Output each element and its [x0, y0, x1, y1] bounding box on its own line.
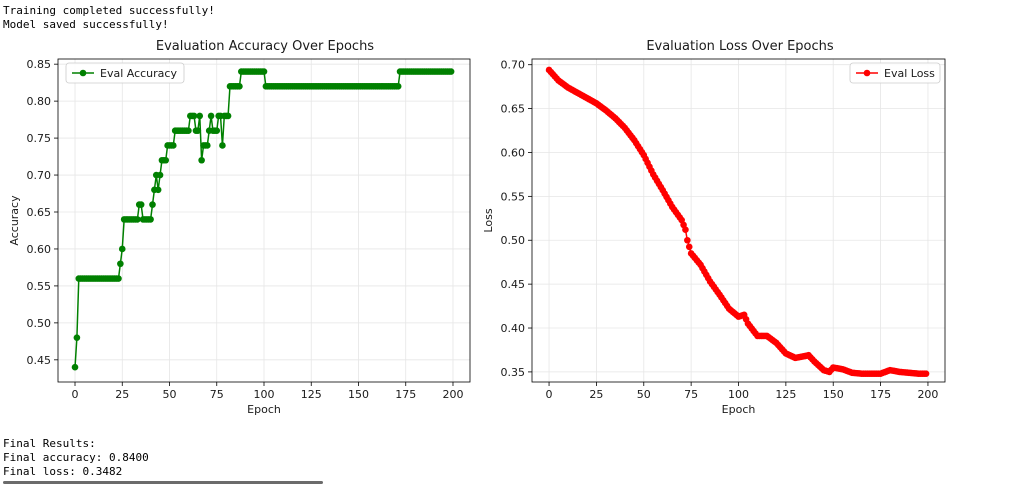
data-point — [115, 275, 122, 282]
data-point — [185, 127, 192, 134]
data-point — [236, 83, 243, 90]
y-tick-label: 0.50 — [27, 317, 52, 330]
series-markers — [545, 66, 930, 377]
x-tick-label: 50 — [637, 388, 651, 401]
x-tick-label: 175 — [870, 388, 891, 401]
data-point — [162, 156, 170, 164]
data-point — [169, 142, 177, 149]
console-line: Final loss: 0.3482 — [3, 465, 123, 478]
data-point — [260, 68, 268, 75]
console-output-bottom: Final Results: Final accuracy: 0.8400 Fi… — [3, 437, 149, 479]
data-point — [147, 216, 154, 223]
data-point — [682, 226, 689, 234]
x-axis-label: Epoch — [722, 403, 756, 416]
data-point — [447, 68, 455, 75]
x-tick-label: 75 — [210, 388, 224, 401]
x-tick-label: 175 — [395, 388, 416, 401]
y-tick-label: 0.55 — [27, 280, 52, 293]
y-tick-label: 0.50 — [501, 234, 526, 247]
x-tick-label: 125 — [775, 388, 796, 401]
y-tick-label: 0.65 — [501, 103, 526, 116]
console-line: Final Results: — [3, 437, 96, 450]
data-point — [156, 171, 164, 179]
data-point — [73, 334, 81, 341]
y-tick-label: 0.80 — [27, 95, 52, 108]
data-point — [137, 201, 145, 208]
x-tick-label: 150 — [823, 388, 844, 401]
x-tick-label: 200 — [442, 388, 463, 401]
y-tick-label: 0.70 — [501, 59, 526, 72]
y-tick-label: 0.55 — [501, 190, 526, 203]
data-point — [685, 243, 693, 251]
x-tick-label: 200 — [917, 388, 938, 401]
grid-lines — [58, 59, 470, 382]
y-tick-label: 0.60 — [501, 146, 526, 159]
data-point — [134, 216, 141, 223]
legend-marker — [863, 69, 871, 77]
data-point — [117, 260, 124, 268]
y-tick-label: 0.65 — [27, 206, 52, 219]
data-point — [684, 236, 691, 244]
data-point — [394, 83, 402, 90]
console-output-top: Training completed successfully! Model s… — [3, 4, 215, 32]
data-point — [213, 127, 221, 134]
y-tick-label: 0.35 — [501, 366, 526, 379]
x-tick-label: 25 — [115, 388, 129, 401]
y-tick-label: 0.75 — [27, 132, 52, 145]
x-tick-label: 100 — [254, 388, 275, 401]
data-point — [118, 245, 126, 253]
charts-figure: 0 25 50 75 100 125 150 175 200 0.45 0.50 0.55 0.60 0.… — [8, 39, 946, 416]
y-tick-label: 0.60 — [27, 243, 52, 256]
legend: Eval Accuracy — [65, 62, 185, 84]
data-point — [194, 127, 202, 134]
x-tick-label: 100 — [728, 388, 749, 401]
legend: Eval Loss — [849, 62, 941, 84]
y-tick-label: 0.45 — [27, 354, 52, 367]
chart-title: Evaluation Loss Over Epochs — [646, 39, 834, 54]
console-line: Model saved successfully! — [3, 18, 169, 31]
horizontal-scrollbar[interactable] — [3, 481, 323, 484]
series-markers — [71, 68, 455, 371]
chart-title: Evaluation Accuracy Over Epochs — [156, 39, 374, 54]
accuracy-chart: 0 25 50 75 100 125 150 175 200 0.45 0.50 0.55 0.60 0.… — [8, 39, 471, 416]
data-point — [154, 186, 162, 194]
data-point — [149, 201, 156, 208]
y-tick-label: 0.70 — [27, 169, 52, 182]
x-tick-label: 125 — [301, 388, 322, 401]
x-axis-label: Epoch — [247, 403, 281, 416]
data-point — [196, 112, 204, 120]
y-axis-label: Accuracy — [8, 195, 21, 246]
x-tick-label: 50 — [163, 388, 177, 401]
x-tick-label: 0 — [72, 388, 79, 401]
y-tick-label: 0.85 — [27, 58, 52, 71]
legend-box — [65, 62, 185, 84]
data-point — [207, 112, 215, 120]
x-tick-label: 150 — [348, 388, 369, 401]
x-tick-label: 75 — [684, 388, 698, 401]
data-point — [71, 363, 79, 371]
data-point — [198, 156, 205, 164]
data-point — [219, 142, 226, 149]
grid-lines — [532, 59, 945, 382]
legend-marker — [79, 69, 87, 77]
loss-chart: 0 25 50 75 100 125 150 175 200 0.35 0.40 0.45 0.50 0.… — [482, 39, 946, 416]
data-point — [204, 142, 211, 149]
y-tick-label: 0.40 — [501, 322, 526, 335]
x-tick-label: 0 — [546, 388, 553, 401]
console-line: Training completed successfully! — [3, 4, 215, 17]
legend-box — [849, 62, 941, 84]
y-tick-label: 0.45 — [501, 278, 526, 291]
data-point — [224, 112, 232, 120]
data-point — [190, 112, 198, 120]
console-line: Final accuracy: 0.8400 — [3, 451, 149, 464]
x-tick-label: 25 — [589, 388, 603, 401]
legend-label: Eval Accuracy — [100, 67, 177, 80]
y-axis-label: Loss — [482, 208, 495, 232]
legend-label: Eval Loss — [884, 67, 935, 80]
data-point — [922, 370, 930, 377]
